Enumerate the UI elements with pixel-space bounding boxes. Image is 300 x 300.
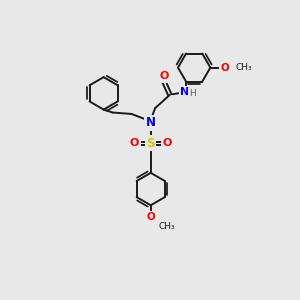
- Text: CH₃: CH₃: [236, 63, 253, 72]
- Text: O: O: [130, 138, 139, 148]
- Text: O: O: [146, 212, 155, 222]
- Text: O: O: [221, 63, 230, 73]
- Text: H: H: [189, 89, 196, 98]
- Text: O: O: [159, 71, 169, 81]
- Text: N: N: [146, 116, 156, 129]
- Text: S: S: [146, 137, 155, 150]
- Text: CH₃: CH₃: [158, 222, 175, 231]
- Text: N: N: [180, 87, 189, 97]
- Text: O: O: [162, 138, 172, 148]
